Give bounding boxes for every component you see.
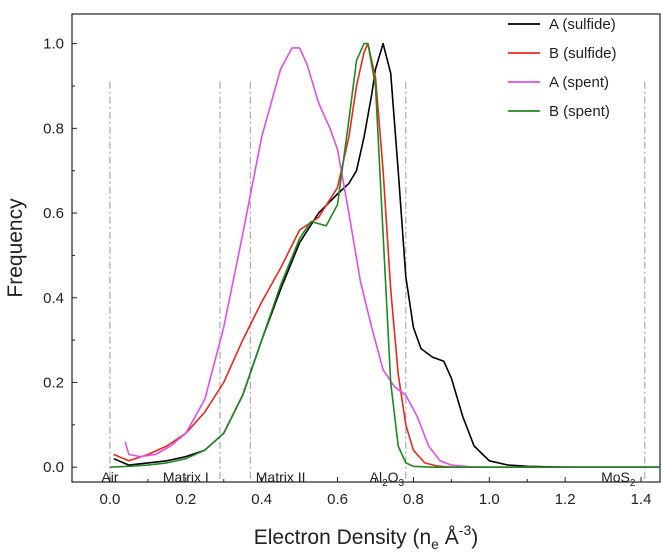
y-tick-label-0: 0.0: [43, 459, 64, 476]
y-tick-label-5: 1.0: [43, 36, 64, 53]
legend-label-1: B (sulfide): [549, 45, 617, 62]
x-tick-label-5: 1.0: [479, 491, 500, 508]
y-tick-label-2: 0.4: [43, 290, 64, 307]
series-line-1: [113, 42, 660, 468]
region-label-2: Matrix II: [256, 469, 306, 485]
series-line-3: [109, 42, 660, 468]
region-label-0: Air: [101, 469, 118, 485]
region-boundaries: [109, 81, 646, 482]
x-tick-label-0: 0.0: [100, 491, 121, 508]
region-label-3: Al2O3: [370, 469, 405, 489]
legend-label-0: A (sulfide): [549, 16, 616, 33]
legend-label-3: B (spent): [549, 103, 610, 120]
y-axis-title: Frequency: [4, 198, 27, 298]
y-tick-label-1: 0.2: [43, 374, 64, 391]
x-tick-label-1: 0.2: [175, 491, 196, 508]
region-label-4: MoS2: [601, 469, 636, 489]
plot-frame: [71, 13, 661, 483]
region-label-1: Matrix I: [163, 469, 209, 485]
series-line-2: [124, 47, 660, 468]
x-tick-label-4: 0.8: [403, 491, 424, 508]
x-axis-title: Electron Density (ne Å-3): [254, 522, 479, 552]
y-tick-label-3: 0.6: [43, 205, 64, 222]
x-tick-label-2: 0.4: [251, 491, 272, 508]
x-tick-label-3: 0.6: [327, 491, 348, 508]
x-tick-label-6: 1.2: [555, 491, 576, 508]
axis-ticks: 0.0 0.2 0.4 0.6 0.8 1.0 1.2 1.4 0.0 0.2 0.4 0.6 0.8 1…: [43, 36, 651, 508]
y-tick-label-4: 0.8: [43, 120, 64, 137]
legend: A (sulfide) B (sulfide) A (spent) B (spent): [508, 16, 617, 120]
series-layer: [109, 42, 660, 468]
region-labels: Air Matrix I Matrix II Al2O3 MoS2: [101, 469, 636, 489]
x-tick-label-7: 1.4: [631, 491, 652, 508]
legend-label-2: A (spent): [549, 74, 609, 91]
